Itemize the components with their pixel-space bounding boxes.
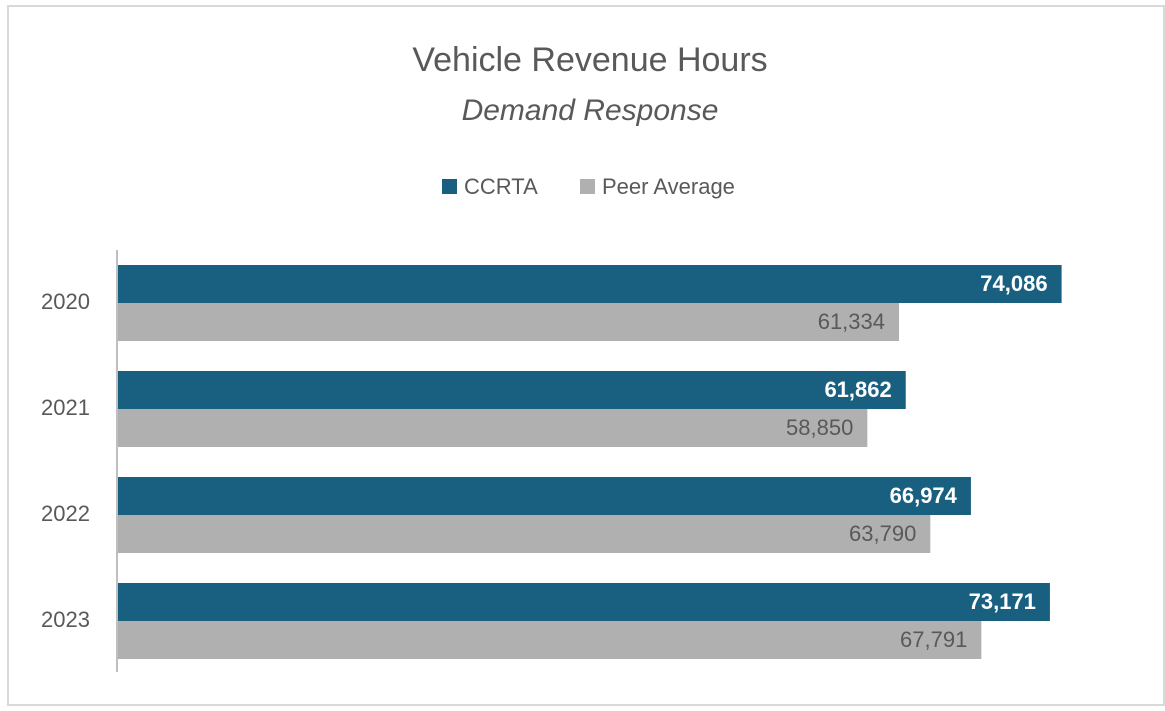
bar	[117, 371, 906, 409]
legend-label: CCRTA	[464, 174, 538, 199]
y-tick-label: 2023	[41, 607, 90, 632]
y-tick-label: 2022	[41, 501, 90, 526]
data-label: 74,086	[980, 271, 1047, 296]
legend-label: Peer Average	[602, 174, 735, 199]
chart-title: Vehicle Revenue Hours	[412, 41, 767, 79]
bar	[117, 303, 900, 341]
bar	[117, 477, 971, 515]
data-label: 67,791	[900, 627, 967, 652]
bar	[117, 265, 1062, 303]
data-label: 73,171	[969, 589, 1036, 614]
data-label: 61,862	[824, 377, 891, 402]
legend-swatch	[442, 179, 457, 194]
bar	[117, 409, 868, 447]
y-tick-label: 2021	[41, 395, 90, 420]
bar	[117, 621, 982, 659]
data-label: 66,974	[890, 483, 958, 508]
y-tick-label: 2020	[41, 289, 90, 314]
data-label: 63,790	[849, 521, 916, 546]
legend-swatch	[580, 179, 595, 194]
chart-subtitle: Demand Response	[462, 94, 719, 127]
bar	[117, 515, 931, 553]
data-label: 58,850	[786, 415, 853, 440]
bar	[117, 583, 1050, 621]
data-label: 61,334	[818, 309, 885, 334]
